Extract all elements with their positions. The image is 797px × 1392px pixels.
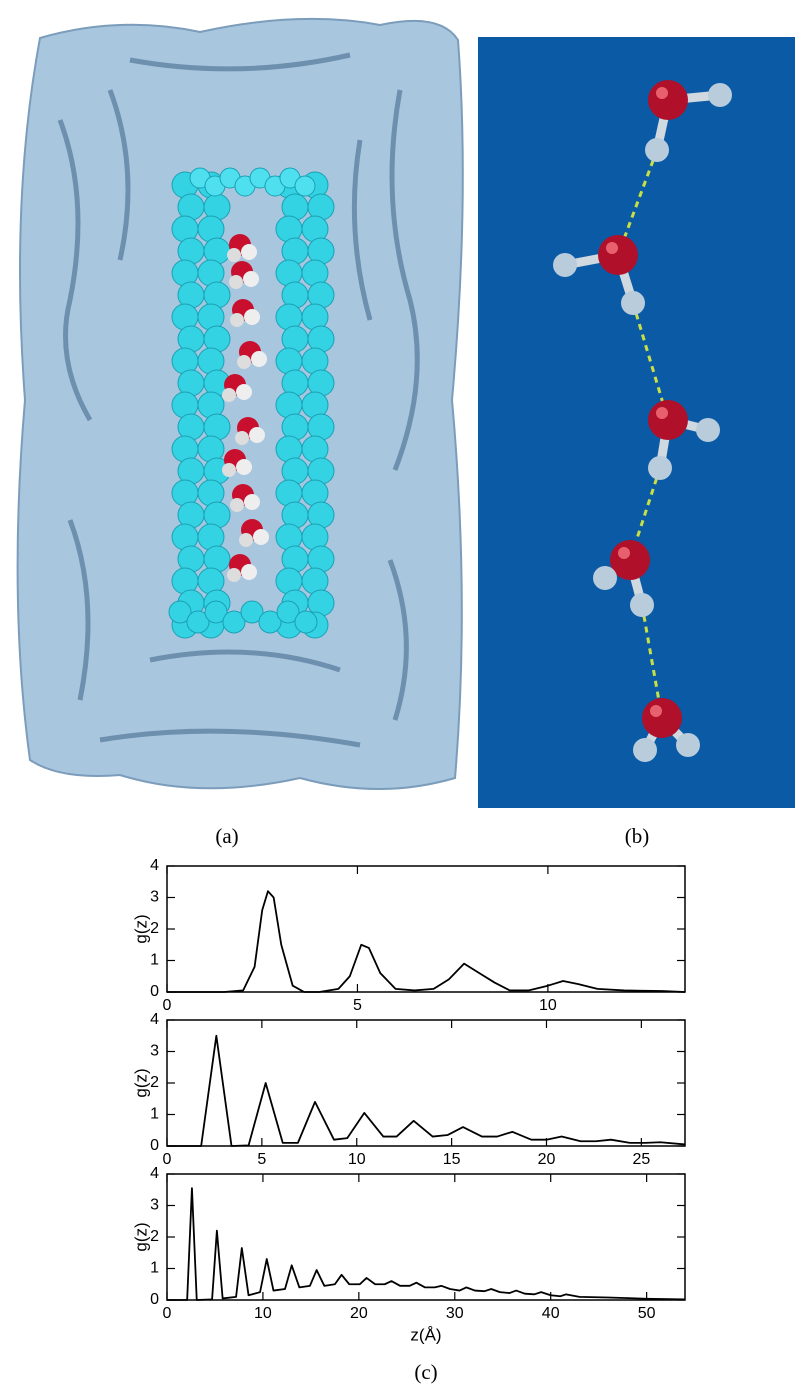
x-tick-label: 5: [353, 997, 362, 1014]
oxygen-atom: [642, 698, 682, 738]
y-tick-label: 3: [150, 889, 159, 906]
x-tick-label: 10: [539, 997, 557, 1014]
hydrogen-atom: [553, 253, 577, 277]
hydrogen-atom: [621, 291, 645, 315]
x-tick-label: 15: [443, 1151, 461, 1168]
x-tick-label: 10: [254, 1305, 272, 1322]
hydrogen-atom: [236, 459, 252, 475]
hydrogen-atom: [708, 83, 732, 107]
x-tick-label: 40: [542, 1305, 560, 1322]
y-tick-label: 3: [150, 1197, 159, 1214]
x-tick-label: 0: [163, 1151, 172, 1168]
hydrogen-atom: [696, 418, 720, 442]
oxygen-atom: [648, 80, 688, 120]
carbon-atom: [295, 176, 315, 196]
hydrogen-atom: [648, 456, 672, 480]
hydrogen-atom: [236, 384, 252, 400]
y-tick-label: 1: [150, 1106, 159, 1123]
plot-frame: [167, 866, 685, 992]
x-tick-label: 5: [257, 1151, 266, 1168]
hydrogen-atom: [645, 138, 669, 162]
hydrogen-atom: [593, 566, 617, 590]
x-tick-label: 20: [350, 1305, 368, 1322]
hydrogen-atom: [249, 427, 265, 443]
figure: (a) (b) (c) 012340510g(z)012340510152025…: [0, 0, 797, 1392]
hydrogen-atom: [235, 431, 249, 445]
hydrogen-atom: [222, 463, 236, 477]
hydrogen-atom: [244, 309, 260, 325]
y-axis-label: g(z): [131, 1068, 150, 1097]
chain-render: [478, 37, 795, 808]
data-line: [167, 1036, 685, 1146]
y-tick-label: 2: [150, 1074, 159, 1091]
y-tick-label: 4: [150, 857, 159, 874]
hydrogen-atom: [237, 355, 251, 369]
x-tick-label: 30: [446, 1305, 464, 1322]
y-tick-label: 0: [150, 983, 159, 1000]
y-tick-label: 0: [150, 1291, 159, 1308]
x-tick-label: 0: [163, 1305, 172, 1322]
hydrogen-atom: [630, 593, 654, 617]
y-tick-label: 2: [150, 1228, 159, 1245]
nanotube-render: [18, 19, 463, 789]
data-line: [167, 891, 685, 992]
data-line: [167, 1188, 685, 1300]
hydrogen-atom: [251, 351, 267, 367]
y-tick-label: 2: [150, 920, 159, 937]
plot-frame: [167, 1174, 685, 1300]
atom-highlight: [656, 407, 668, 419]
atom-highlight: [606, 242, 618, 254]
hydrogen-atom: [227, 248, 241, 262]
plot-frame: [167, 1020, 685, 1146]
x-axis-label: z(Å): [410, 1325, 441, 1344]
hydrogen-atom: [230, 498, 244, 512]
hydrogen-atom: [222, 388, 236, 402]
x-tick-label: 25: [632, 1151, 650, 1168]
y-tick-label: 4: [150, 1011, 159, 1028]
oxygen-atom: [648, 400, 688, 440]
y-axis-label: g(z): [131, 1222, 150, 1251]
panel-label: (c): [414, 1360, 437, 1384]
y-axis-label: g(z): [131, 914, 150, 943]
x-tick-label: 10: [348, 1151, 366, 1168]
hydrogen-atom: [230, 313, 244, 327]
hydrogen-atom: [633, 738, 657, 762]
y-tick-label: 1: [150, 1260, 159, 1277]
x-tick-label: 20: [538, 1151, 556, 1168]
atom-highlight: [650, 705, 662, 717]
atom-highlight: [618, 547, 630, 559]
carbon-atom: [295, 611, 317, 633]
hydrogen-atom: [241, 564, 257, 580]
hydrogen-atom: [676, 733, 700, 757]
hydrogen-atom: [241, 244, 257, 260]
y-tick-label: 4: [150, 1165, 159, 1182]
hydrogen-atom: [229, 275, 243, 289]
hydrogen-atom: [239, 533, 253, 547]
hydrogen-atom: [243, 271, 259, 287]
x-tick-label: 0: [163, 997, 172, 1014]
panel-label: (b): [625, 824, 650, 848]
x-tick-label: 50: [638, 1305, 656, 1322]
y-tick-label: 3: [150, 1043, 159, 1060]
atom-highlight: [656, 87, 668, 99]
hydrogen-atom: [253, 529, 269, 545]
panel-label: (a): [215, 824, 238, 848]
oxygen-atom: [598, 235, 638, 275]
y-tick-label: 1: [150, 952, 159, 969]
hydrogen-atom: [244, 494, 260, 510]
y-tick-label: 0: [150, 1137, 159, 1154]
hydrogen-atom: [227, 568, 241, 582]
